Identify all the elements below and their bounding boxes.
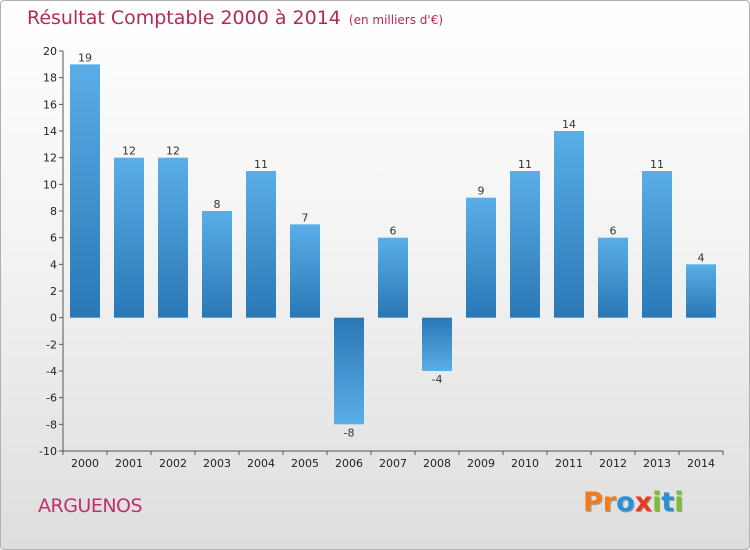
value-label: 6 [610, 225, 617, 238]
logo-letter: x [634, 487, 653, 518]
y-tick-label: -4 [46, 365, 57, 378]
x-tick-label: 2000 [71, 457, 99, 470]
chart-title: Résultat Comptable 2000 à 2014 (en millie… [27, 7, 443, 29]
value-label: 11 [254, 158, 268, 171]
y-tick-label: 20 [43, 45, 57, 58]
x-tick-label: 2001 [115, 457, 143, 470]
y-tick-label: -8 [46, 418, 57, 431]
bar-2002 [158, 157, 188, 318]
bar-2012 [598, 237, 628, 318]
logo-letter: r [602, 487, 617, 518]
chart-subtitle: (en milliers d'€) [348, 13, 444, 27]
x-tick-label: 2009 [467, 457, 495, 470]
bar-2006 [334, 317, 364, 425]
y-tick-label: 4 [50, 258, 57, 271]
x-tick-label: 2007 [379, 457, 407, 470]
logo-letter: i [674, 487, 684, 518]
value-label: 12 [166, 145, 180, 158]
bar-2004 [246, 171, 276, 318]
logo-letter: t [661, 487, 675, 518]
x-tick-label: 2005 [291, 457, 319, 470]
x-tick-label: 2006 [335, 457, 363, 470]
x-tick-label: 2014 [687, 457, 715, 470]
y-tick-label: 0 [50, 312, 57, 325]
value-label: 11 [650, 158, 664, 171]
x-tick-label: 2003 [203, 457, 231, 470]
logo-letter: o [616, 487, 635, 518]
y-tick-label: -6 [46, 392, 57, 405]
commune-name: ARGUENOS [38, 495, 143, 517]
bar-2014 [686, 264, 716, 318]
x-tick-label: 2011 [555, 457, 583, 470]
bar-2011 [554, 131, 584, 318]
x-tick-label: 2010 [511, 457, 539, 470]
value-label: 6 [390, 225, 397, 238]
value-label: 11 [518, 158, 532, 171]
bar-2010 [510, 171, 540, 318]
bar-2007 [378, 237, 408, 318]
bars [70, 64, 716, 425]
value-label: -4 [432, 373, 443, 386]
x-tick-label: 2002 [159, 457, 187, 470]
bar-2009 [466, 197, 496, 318]
x-tick-label: 2004 [247, 457, 275, 470]
y-tick-label: -10 [39, 445, 57, 458]
y-tick-label: 18 [43, 72, 57, 85]
value-label: 12 [122, 145, 136, 158]
x-tick-label: 2008 [423, 457, 451, 470]
y-tick-label: 2 [50, 285, 57, 298]
bar-2013 [642, 171, 672, 318]
logo-letter: P [583, 487, 603, 518]
bar-2000 [70, 64, 100, 318]
bar-2005 [290, 224, 320, 318]
value-label: 9 [478, 185, 485, 198]
bar-2001 [114, 157, 144, 318]
axes: -10 -8 -6 -4 -2 0 2 4 6 8 10 12 14 16 18 20 2000 2001 2002… [39, 45, 724, 470]
bar-2003 [202, 211, 232, 318]
value-label: -8 [344, 426, 355, 439]
proxiti-logo: Proxiti [583, 487, 684, 518]
value-label: 7 [302, 211, 309, 224]
y-tick-label: 12 [43, 152, 57, 165]
y-tick-label: -2 [46, 338, 57, 351]
bar-2008 [422, 317, 452, 371]
y-tick-label: 14 [43, 125, 57, 138]
y-tick-label: 16 [43, 98, 57, 111]
x-tick-label: 2013 [643, 457, 671, 470]
value-label: 8 [214, 198, 221, 211]
title-text: Résultat Comptable 2000 à 2014 [27, 7, 341, 29]
y-tick-label: 10 [43, 178, 57, 191]
x-tick-label: 2012 [599, 457, 627, 470]
value-label: 19 [78, 51, 92, 64]
y-tick-label: 6 [50, 232, 57, 245]
value-label: 4 [698, 251, 705, 264]
labels: 19 12 12 8 11 7 -8 6 -4 9 11 14 6 11 4 [78, 51, 705, 439]
y-tick-label: 8 [50, 205, 57, 218]
logo-letter: i [652, 487, 662, 518]
value-label: 14 [562, 118, 576, 131]
